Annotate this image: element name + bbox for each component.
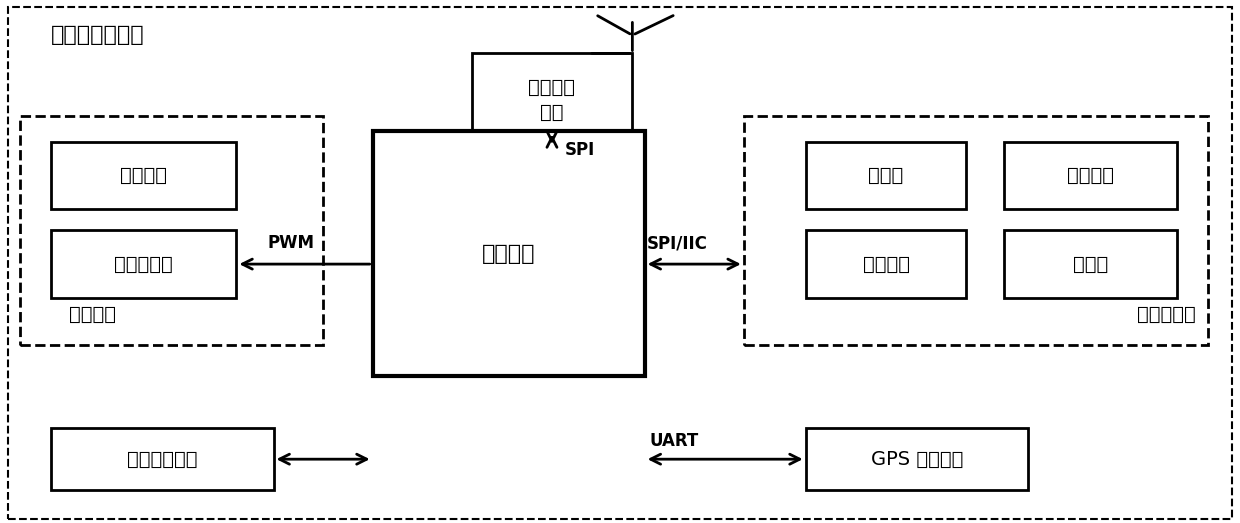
FancyBboxPatch shape [806,142,966,210]
FancyBboxPatch shape [744,116,1208,345]
FancyBboxPatch shape [51,428,274,491]
Text: SPI/IIC: SPI/IIC [647,234,708,252]
FancyBboxPatch shape [806,428,1028,491]
Text: GPS 定位模块: GPS 定位模块 [870,450,963,469]
FancyBboxPatch shape [51,142,237,210]
Text: 加速度计: 加速度计 [1066,166,1114,185]
FancyBboxPatch shape [471,53,632,147]
Text: 控制模块: 控制模块 [482,244,536,264]
FancyBboxPatch shape [1003,142,1177,210]
FancyBboxPatch shape [20,116,324,345]
Text: 气压计: 气压计 [1073,255,1107,274]
Text: 陀螺仪: 陀螺仪 [868,166,904,185]
Text: PWM: PWM [268,234,315,252]
Text: 电源管理模块: 电源管理模块 [126,450,197,469]
FancyBboxPatch shape [1003,230,1177,298]
Text: 动力模块: 动力模块 [69,305,117,324]
Text: 电子调速器: 电子调速器 [114,255,174,274]
Text: UART: UART [650,432,699,450]
FancyBboxPatch shape [51,230,237,298]
Text: 无线通信
模块: 无线通信 模块 [528,78,575,122]
FancyBboxPatch shape [372,131,645,376]
Text: 无刷电机: 无刷电机 [120,166,167,185]
FancyBboxPatch shape [7,7,1233,519]
FancyBboxPatch shape [806,230,966,298]
Text: SPI: SPI [564,141,594,158]
Text: 传感器模块: 传感器模块 [1137,305,1195,324]
Text: 飞行控制子系统: 飞行控制子系统 [51,25,145,45]
Text: 电子罗盘: 电子罗盘 [863,255,909,274]
